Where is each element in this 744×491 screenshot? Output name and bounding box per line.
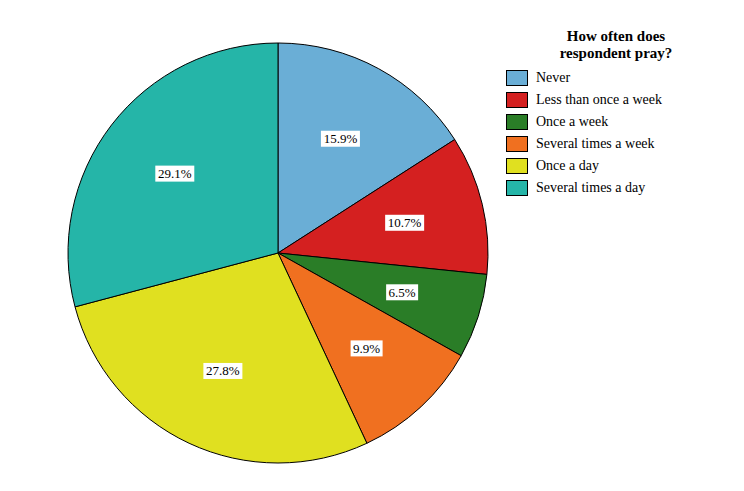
svg-text:10.7%: 10.7% <box>388 215 422 230</box>
svg-text:29.1%: 29.1% <box>158 166 192 181</box>
svg-text:27.8%: 27.8% <box>206 363 240 378</box>
svg-text:9.9%: 9.9% <box>353 341 380 356</box>
html-text:Never: Never <box>536 70 571 85</box>
svg-text:15.9%: 15.9% <box>324 131 358 146</box>
html-text:Several times a day: Several times a day <box>536 180 646 195</box>
svg-text:6.5%: 6.5% <box>389 285 416 300</box>
html-text:Less than once a week: Less than once a week <box>536 92 662 107</box>
html-text:Once a week: Once a week <box>536 114 609 129</box>
html-text:respondent pray?: respondent pray? <box>559 45 673 61</box>
html-text:Once a day: Once a day <box>536 158 599 173</box>
html-text:Several times a week: Several times a week <box>536 136 655 151</box>
html-text:How often does: How often does <box>566 28 666 44</box>
